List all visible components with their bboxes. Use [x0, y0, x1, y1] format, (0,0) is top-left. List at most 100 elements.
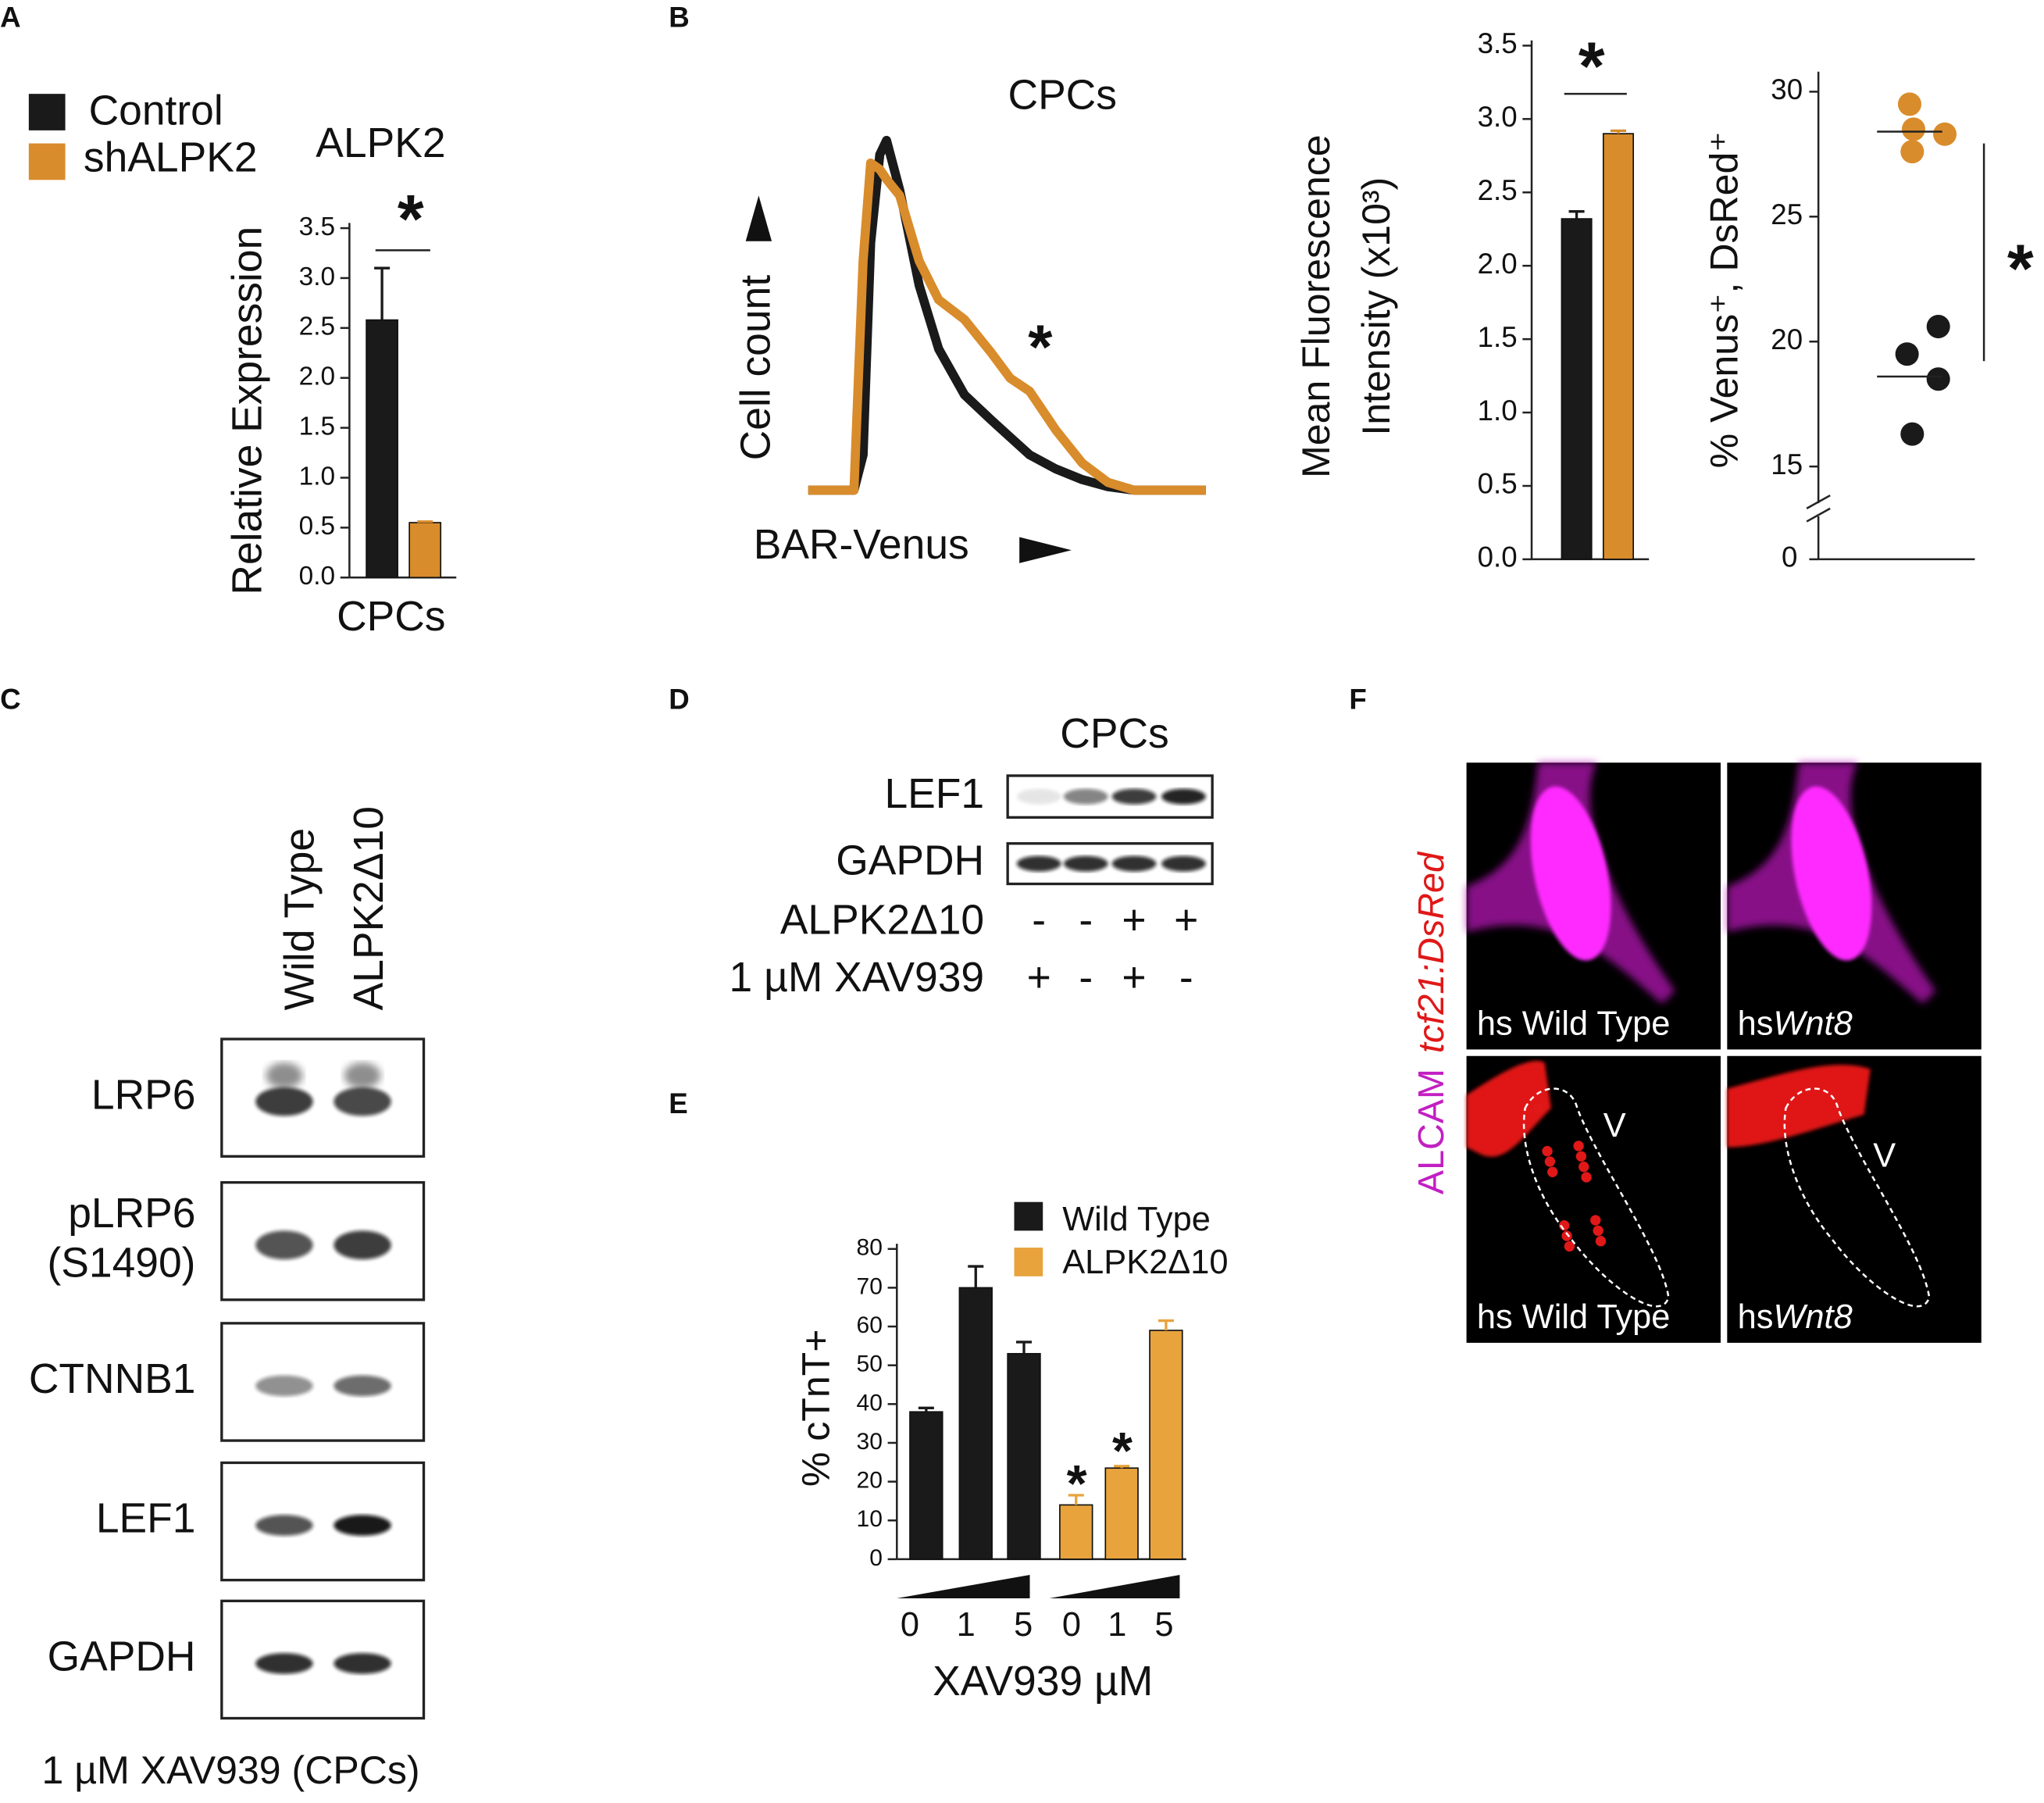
y-tick-label: 1.0 [1478, 395, 1518, 427]
region-label: V [1603, 1107, 1626, 1144]
x-axis-label: BAR-Venus [754, 522, 969, 568]
row-label: pLRP6 [68, 1191, 195, 1237]
error-bar [1568, 210, 1585, 220]
row-label: CTNNB1 [29, 1356, 196, 1402]
y-tick-label: 2.0 [1478, 248, 1518, 280]
y-tick-label: 25 [1771, 198, 1803, 230]
x-tick-label: 0 [1062, 1606, 1081, 1644]
y-tick-label: 0 [1782, 541, 1797, 573]
y-tick-label: 80 [857, 1235, 883, 1261]
condition-label: ALPK2Δ10 [780, 898, 984, 944]
significance-star: * [1067, 1455, 1087, 1513]
dsred-signal [1590, 1215, 1601, 1226]
tile-label: hsWnt8 [1738, 1005, 1853, 1043]
blot-frame [220, 1180, 426, 1301]
condition-sign: - [1179, 955, 1193, 1001]
significance-star: * [398, 181, 424, 257]
row-label: (S1490) [48, 1241, 196, 1287]
y-axis-label: Intensity (x10³) [1354, 177, 1398, 436]
y-tick-label: 3.5 [299, 212, 335, 241]
legend-swatch [1014, 1201, 1043, 1231]
tile-label-text: hs Wild Type [1477, 1298, 1671, 1336]
condition-sign: - [1079, 898, 1093, 944]
bar [1059, 1504, 1093, 1560]
dsred-signal [1542, 1145, 1553, 1157]
blot-band [344, 1062, 381, 1089]
bar [366, 319, 398, 579]
y-tick-label: 3.5 [1478, 27, 1518, 59]
x-axis-label: XAV939 µM [933, 1658, 1153, 1705]
row-label: LEF1 [884, 771, 984, 817]
region-label: V [1873, 1137, 1896, 1174]
blot-band [334, 1375, 391, 1397]
dsred-signal [1532, 1102, 1544, 1114]
data-point [1897, 92, 1921, 116]
blot-band [1063, 855, 1108, 872]
dsred-signal [1727, 1064, 1871, 1148]
y-tick-label: 2.5 [299, 312, 335, 341]
condition-sign: - [1032, 898, 1046, 944]
chart-title: ALPK2 [316, 120, 445, 166]
data-point [1901, 117, 1926, 141]
x-tick-label: 0 [901, 1606, 919, 1644]
bar [1561, 218, 1593, 560]
legend-label: shALPK2 [84, 134, 258, 180]
y-axis-label: % Venus⁺, DsRed⁺ [1703, 131, 1746, 468]
error-bar [968, 1265, 984, 1288]
legend-label: Control [89, 87, 223, 134]
row-label: GAPDH [48, 1634, 196, 1680]
error-bar [1158, 1319, 1174, 1330]
y-tick-label: 1.5 [299, 412, 335, 441]
y-tick-label: 20 [1771, 323, 1803, 355]
y-tick-label: 0.0 [1478, 541, 1518, 573]
tile-label-italic: Wnt8 [1774, 1005, 1853, 1043]
blot-band [334, 1087, 391, 1116]
blot-caption: 1 µM XAV939 (CPCs) [42, 1748, 420, 1792]
data-point [1900, 140, 1924, 164]
y-tick-label: 2.5 [1478, 174, 1518, 206]
legend-swatch [28, 94, 66, 130]
y-tick-label: 50 [857, 1351, 883, 1377]
blot-band [266, 1062, 303, 1089]
bar [408, 522, 442, 579]
dsred-signal [1544, 1156, 1556, 1167]
blot-band [1111, 855, 1157, 872]
row-label: LEF1 [96, 1496, 196, 1542]
error-bar [1068, 1494, 1084, 1505]
data-point [1926, 367, 1950, 391]
error-bar [918, 1406, 934, 1412]
y-tick-label: 0.5 [1478, 468, 1518, 500]
dsred-signal [1547, 1166, 1558, 1177]
blot-title: CPCs [1060, 711, 1168, 757]
significance-star: * [2007, 230, 2034, 306]
legend-label: ALPK2Δ10 [1062, 1244, 1228, 1281]
condition-label: 1 µM XAV939 [729, 955, 985, 1001]
tile-label-text: hs [1738, 1298, 1774, 1336]
y-tick-label: 15 [1771, 448, 1803, 480]
alcam-signal [1791, 786, 1872, 961]
blot-frame [220, 1322, 426, 1442]
blot-band [1016, 855, 1061, 872]
blot-frame [220, 1037, 426, 1158]
y-tick-label: 1.0 [299, 462, 335, 491]
x-tick-label: 1 [1108, 1606, 1126, 1644]
blot-frame [220, 1599, 426, 1720]
panel-letter: C [0, 684, 21, 716]
tile-label-text: hs Wild Type [1477, 1005, 1671, 1043]
blot-band [255, 1087, 313, 1116]
y-tick-label: 30 [857, 1429, 883, 1455]
blot-band [1161, 855, 1206, 872]
significance-star: * [1578, 29, 1605, 105]
y-tick-label: 70 [857, 1273, 883, 1299]
y-arrow [745, 195, 772, 241]
data-point [1895, 342, 1919, 366]
tile-label: hs Wild Type [1477, 1298, 1671, 1336]
condition-sign: + [1122, 898, 1146, 944]
dsred-signal [1595, 1236, 1607, 1247]
error-bar [1114, 1465, 1130, 1469]
data-point [1933, 122, 1957, 146]
x-tick-label: 1 [957, 1606, 976, 1644]
blot-band [1016, 788, 1061, 805]
panel-letter: E [669, 1087, 687, 1119]
condition-sign: + [1122, 955, 1146, 1001]
